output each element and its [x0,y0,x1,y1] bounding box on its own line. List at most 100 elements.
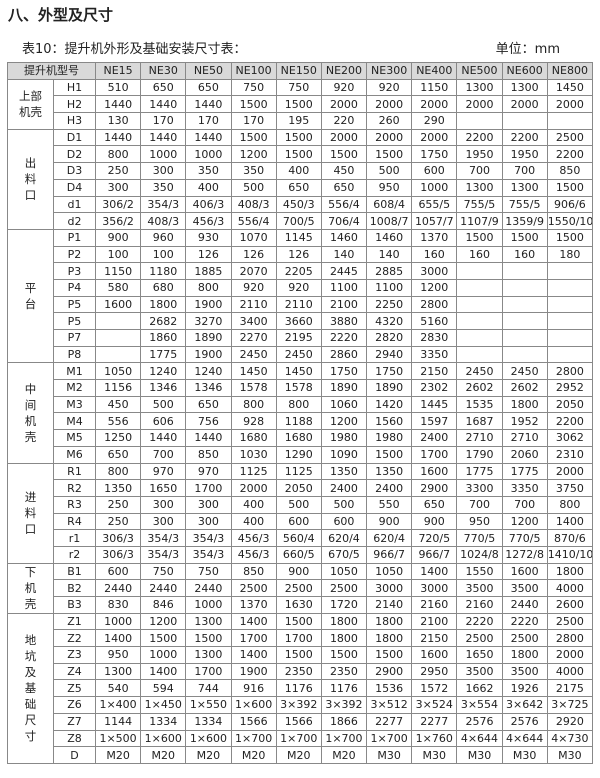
value-cell: 1420 [366,395,413,414]
value-cell: 350 [230,162,277,180]
value-cell: 2302 [411,379,458,397]
value-cell: 2160 [411,596,458,614]
value-cell: 1×600 [185,729,232,748]
value-cell: 250 [94,495,142,514]
group-label: 中间机壳 [7,362,54,464]
value-cell: 700 [501,495,548,514]
value-cell: 4×644 [456,729,503,748]
value-cell: 2440 [140,579,187,597]
table-row: r2 306/3 354/3 354/3 456/3 660/5 670/5 966/7 966… [8,545,594,564]
value-cell: M20 [275,746,322,764]
table-row: B3 830 846 1000 1370 1630 1720 2140 2160 2160 2440… [8,596,594,614]
value-cell: 354/3 [185,545,232,564]
value-cell: 1650 [140,479,187,497]
value-cell: 706/4 [320,212,368,230]
value-cell: 1450 [230,362,277,381]
value-cell: 650 [411,495,458,514]
value-cell: 1566 [275,712,322,731]
value-cell: 160 [411,245,458,264]
value-cell: 354/3 [140,195,187,214]
group-label: 进料口 [7,462,54,564]
value-cell: 1334 [140,712,187,731]
value-cell: 1650 [456,646,503,664]
value-cell: 1980 [320,429,368,447]
empty-cell [546,112,594,130]
value-cell: 1100 [366,278,413,297]
value-cell: 1500 [230,95,277,114]
value-cell: M30 [411,746,458,764]
value-cell: 100 [140,245,187,264]
value-cell: 1578 [275,379,322,397]
value-cell: 2220 [320,329,368,347]
value-cell: 970 [140,462,187,481]
value-cell: 1800 [140,295,187,314]
value-cell: 250 [94,162,142,180]
value-cell: 1630 [275,596,322,614]
value-cell: 450 [94,395,142,414]
value-cell: 3300 [456,479,503,497]
value-cell: 350 [140,178,187,197]
value-cell: 700 [501,162,548,180]
value-cell: 1500 [275,95,322,114]
value-cell: 2200 [546,145,594,164]
value-cell: 2000 [501,95,548,114]
table-row: H3 130 170 170 170 195 220 260 290 [8,112,594,130]
value-cell: 2000 [366,128,413,147]
value-cell: 1866 [320,712,368,731]
param-cell: H1 [53,78,96,97]
value-cell: 1800 [366,629,413,648]
value-cell: 3×512 [366,696,413,714]
value-cell: 1440 [94,95,142,114]
header-cell: NE50 [185,62,232,80]
value-cell: 650 [185,78,232,97]
value-cell: 400 [230,512,277,531]
value-cell: 500 [140,395,187,414]
value-cell: 2000 [320,95,368,114]
table-row: R2 1350 1650 1700 2000 2050 2400 2400 2900 3300 33… [8,479,594,497]
value-cell: 500 [230,178,277,197]
value-cell: 1024/8 [456,545,503,564]
value-cell: 1×700 [275,729,322,748]
value-cell: 1000 [185,596,232,614]
value-cell: 500 [320,495,368,514]
value-cell: 2050 [275,479,322,497]
value-cell: 1800 [546,562,594,581]
value-cell: 1500 [275,612,322,631]
value-cell: 1334 [185,712,232,731]
value-cell: 4×730 [546,729,594,748]
table-row: Z3 950 1000 1300 1400 1500 1500 1500 1600 1650 180… [8,646,594,664]
value-cell: 3000 [411,262,458,280]
value-cell: 1×500 [94,729,142,748]
value-cell: 456/3 [185,212,232,230]
param-cell: D3 [53,162,96,180]
value-cell: 220 [320,112,368,130]
value-cell: 2600 [546,596,594,614]
group-text: 出料口 [24,156,37,203]
value-cell: 300 [94,178,142,197]
value-cell: 2160 [456,596,503,614]
value-cell: 260 [366,112,413,130]
value-cell: 3000 [366,579,413,597]
value-cell: 1400 [230,612,277,631]
empty-cell [501,112,548,130]
value-cell: 1188 [275,412,322,431]
value-cell: 1100 [320,278,368,297]
value-cell: 916 [230,679,277,698]
table-row: P3 1150 1180 1885 2070 2205 2445 2885 3000 [8,262,594,280]
value-cell: 1536 [366,679,413,698]
value-cell: 2000 [320,128,368,147]
value-cell: 2400 [320,479,368,497]
value-cell: 1057/7 [411,212,458,230]
value-cell: 3×392 [320,696,368,714]
header-row: 提升机型号 NE15 NE30 NE50 NE100 NE150 NE200 NE300 NE4… [7,62,594,80]
value-cell: 2450 [456,362,503,381]
value-cell: 750 [230,78,277,97]
header-cell: NE600 [501,62,548,80]
value-cell: 540 [94,679,142,698]
value-cell: 1125 [275,462,322,481]
value-cell: M20 [230,746,277,764]
value-cell: 1440 [140,95,187,114]
table-row: M6 650 700 850 1030 1290 1090 1500 1700 1790 2060 2… [8,445,594,464]
table-caption: 表10：提升机外形及基础安装尺寸表： [22,42,247,57]
value-cell: 670/5 [320,545,368,564]
